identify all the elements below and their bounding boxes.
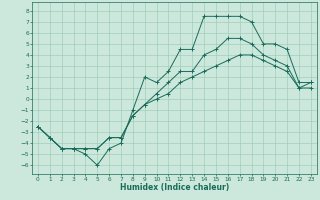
X-axis label: Humidex (Indice chaleur): Humidex (Indice chaleur) — [120, 183, 229, 192]
